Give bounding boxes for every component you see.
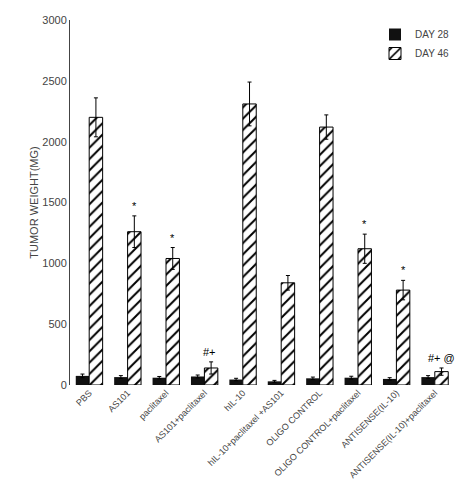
svg-text:*: * xyxy=(132,200,137,212)
svg-text:OLIGO CONTROL+paclitaxel: OLIGO CONTROL+paclitaxel xyxy=(272,388,362,478)
svg-text:#+: #+ xyxy=(203,346,219,358)
svg-text:500: 500 xyxy=(48,318,66,330)
svg-text:2500: 2500 xyxy=(42,75,66,87)
svg-text:1500: 1500 xyxy=(42,196,66,208)
svg-text:paclitaxel: paclitaxel xyxy=(137,388,171,422)
svg-text:DAY 28: DAY 28 xyxy=(415,29,449,40)
svg-text:ANTISENSE(IL-10)+paclitaxel: ANTISENSE(IL-10)+paclitaxel xyxy=(347,388,439,480)
svg-text:3000: 3000 xyxy=(42,14,66,26)
svg-text:OLIGO CONTROL: OLIGO CONTROL xyxy=(264,388,324,448)
svg-text:*: * xyxy=(170,232,175,244)
svg-text:PBS: PBS xyxy=(74,388,94,408)
svg-text:*: * xyxy=(401,264,406,276)
svg-text:hIL-10+paclitaxel +AS101: hIL-10+paclitaxel +AS101 xyxy=(206,388,286,468)
svg-text:2000: 2000 xyxy=(42,136,66,148)
svg-text:AS101: AS101 xyxy=(106,388,132,414)
svg-text:*: * xyxy=(362,218,367,230)
svg-text:DAY 46: DAY 46 xyxy=(415,48,449,59)
svg-text:0: 0 xyxy=(61,379,67,391)
svg-text:ANTISENSE(IL-10): ANTISENSE(IL-10) xyxy=(339,388,401,450)
svg-text:AS101+paclitaxel: AS101+paclitaxel xyxy=(153,388,209,444)
svg-text:TUMOR WEIGHT(MG): TUMOR WEIGHT(MG) xyxy=(28,146,40,258)
svg-text:hIL-10: hIL-10 xyxy=(222,388,247,413)
svg-text:1000: 1000 xyxy=(42,257,66,269)
svg-text:#+ @: #+ @ xyxy=(428,352,455,364)
